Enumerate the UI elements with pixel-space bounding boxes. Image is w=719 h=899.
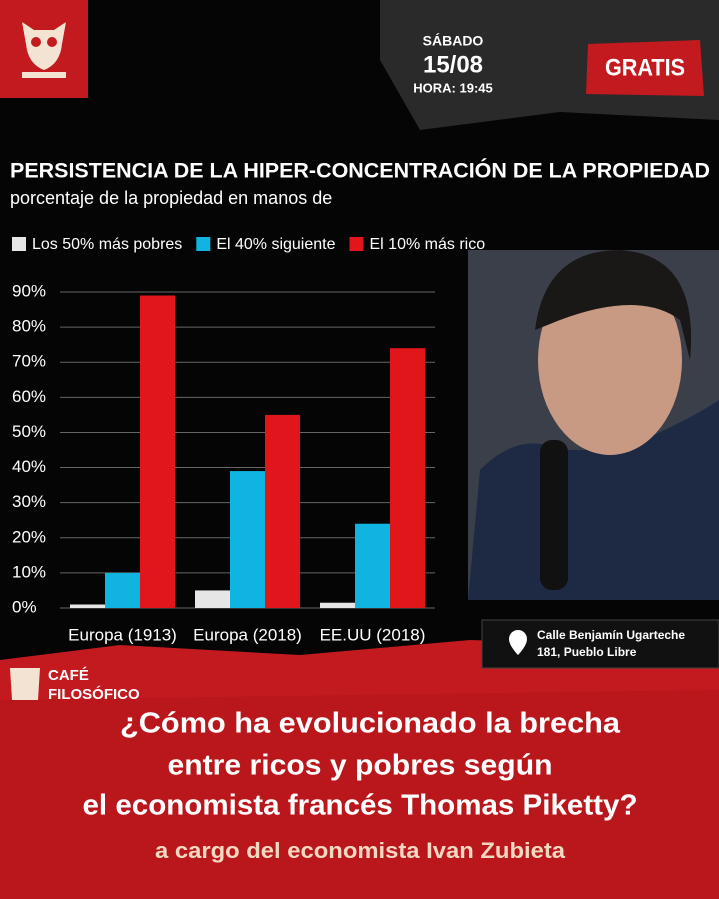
bar [140, 295, 175, 608]
y-tick-label: 90% [12, 281, 46, 300]
bar [70, 604, 105, 608]
headline: entre ricos y pobres según [168, 750, 553, 782]
legend-swatch [349, 237, 364, 251]
y-tick-label: 70% [12, 352, 46, 371]
x-tick-label: Europa (2018) [193, 625, 302, 644]
chart-subtitle: porcentaje de la propiedad en manos de [10, 188, 332, 208]
event-date: 15/08 [423, 51, 483, 78]
headline: el economista francés Thomas Piketty? [83, 790, 638, 822]
y-tick-label: 80% [12, 317, 46, 336]
price: GRATIS [605, 54, 685, 81]
legend-label: El 10% más rico [370, 236, 486, 253]
bar [105, 572, 140, 608]
y-tick-label: 20% [12, 527, 46, 546]
headline: ¿Cómo ha evolucionado la brecha [120, 708, 621, 740]
address-line: Calle Benjamín Ugarteche [537, 628, 685, 642]
photo-mic [540, 440, 568, 590]
owl-perch [22, 72, 66, 78]
brand: FILOSÓFICO [48, 685, 140, 703]
x-tick-label: EE.UU (2018) [320, 625, 426, 644]
photo-hair [535, 250, 692, 360]
owl-eye [47, 37, 57, 47]
paper-texture [380, 0, 719, 130]
address-line: 181, Pueblo Libre [537, 645, 637, 659]
owl-logo [22, 22, 66, 70]
bar [195, 590, 230, 608]
y-tick-label: 40% [12, 457, 46, 476]
speaker: a cargo del economista Ivan Zubieta [155, 838, 566, 863]
brand: CAFÉ [48, 667, 89, 684]
legend-swatch [196, 237, 211, 251]
legend-label: Los 50% más pobres [32, 236, 182, 253]
chart-title: PERSISTENCIA DE LA HIPER-CONCENTRACIÓN D… [10, 159, 710, 183]
bar [390, 348, 425, 608]
y-tick-label: 50% [12, 422, 46, 441]
bar [230, 471, 265, 608]
photo-jacket [468, 400, 719, 600]
speaker-photo [468, 250, 719, 600]
cup-icon [10, 668, 40, 700]
y-tick-label: 10% [12, 562, 46, 581]
pin-icon [509, 630, 527, 655]
owl-eye [31, 37, 41, 47]
y-tick-label: 0% [12, 597, 37, 616]
bar [355, 523, 390, 608]
event-day: SÁBADO [423, 33, 484, 49]
y-tick-label: 30% [12, 492, 46, 511]
x-tick-label: Europa (1913) [68, 625, 177, 644]
price-badge [586, 40, 704, 96]
red-texture [0, 690, 719, 899]
legend-swatch [12, 237, 26, 251]
event-time: HORA: 19:45 [413, 80, 492, 95]
y-tick-label: 60% [12, 387, 46, 406]
bar [265, 414, 300, 608]
legend-label: El 40% siguiente [216, 236, 335, 253]
bar [320, 602, 355, 608]
